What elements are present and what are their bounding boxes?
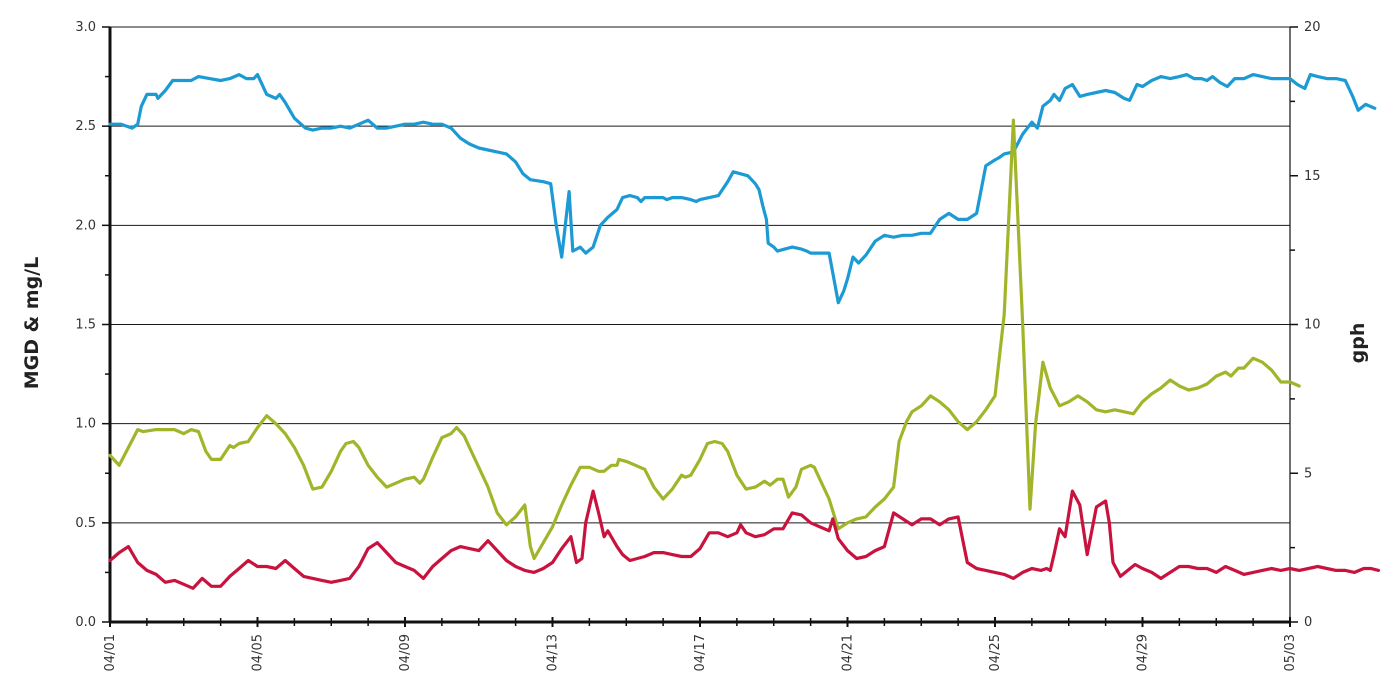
labels-layer: 0.0 0.5 1.0 1.5 2.0 2.5 3.0 0 5 10 15 20 04/01 04/05 0…	[75, 20, 1320, 671]
y2-tick-label: 20	[1304, 20, 1321, 35]
y-tick-label: 0.5	[75, 516, 96, 531]
series-line-2	[108, 118, 1301, 561]
y-axis-title: MGD & mg/L	[21, 257, 43, 390]
axes-layer	[102, 26, 1298, 627]
y2-tick-label: 10	[1304, 318, 1321, 333]
grid-layer	[110, 26, 1290, 524]
y2-tick-label: 15	[1304, 169, 1321, 184]
x-tick-label: 04/01	[103, 634, 118, 671]
y-tick-label: 2.5	[75, 119, 96, 134]
y2-tick-label: 5	[1304, 466, 1312, 481]
x-tick-label: 04/05	[251, 634, 266, 671]
y2-axis-title: gph	[1347, 323, 1369, 364]
y2-tick-label: 0	[1304, 615, 1312, 630]
series-line-1	[108, 73, 1377, 305]
x-tick-label: 04/21	[841, 634, 856, 671]
x-tick-label: 04/17	[693, 634, 708, 671]
series-line-3	[108, 489, 1381, 590]
x-tick-label: 05/03	[1283, 634, 1298, 671]
x-tick-label: 04/13	[546, 634, 561, 671]
y-tick-label: 0.0	[75, 615, 96, 630]
x-tick-label: 04/09	[398, 634, 413, 671]
y-tick-label: 2.0	[75, 218, 96, 233]
y-tick-label: 1.0	[75, 417, 96, 432]
y-tick-label: 1.5	[75, 318, 96, 333]
y-tick-label: 3.0	[75, 20, 96, 35]
series-layer	[108, 73, 1381, 590]
x-tick-label: 04/29	[1136, 634, 1151, 671]
x-tick-label: 04/25	[988, 634, 1003, 671]
